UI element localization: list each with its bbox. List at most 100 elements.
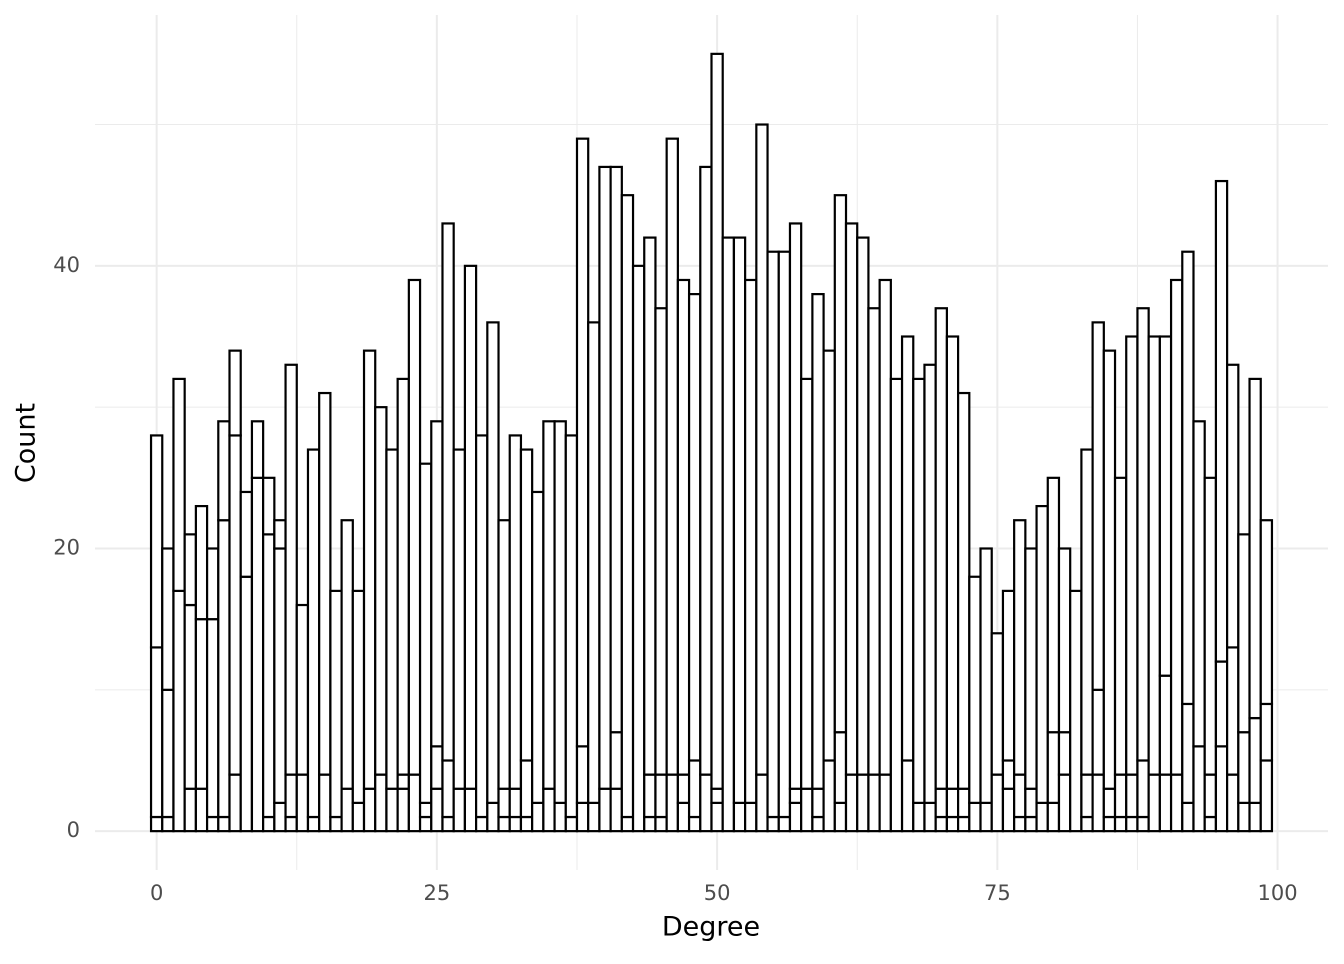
bar-segment [497, 787, 511, 819]
bar-segment [900, 759, 915, 833]
bar-segment [1057, 773, 1072, 833]
bar-segment [452, 448, 467, 790]
bar-segment [430, 787, 444, 833]
bar-segment [945, 815, 960, 833]
bar-segment [519, 448, 534, 762]
bar-segment [1046, 801, 1061, 833]
bar-segment [968, 575, 982, 804]
bar-segment [1181, 250, 1195, 706]
bar-segment [1125, 773, 1139, 819]
bar-segment [1125, 335, 1139, 776]
bar-segment [665, 137, 679, 776]
bar-segment [1248, 716, 1262, 804]
bar-segment [1181, 801, 1195, 833]
bar-segment [1158, 335, 1173, 677]
bar-segment [777, 815, 792, 833]
bar-segment [273, 519, 287, 550]
bar-segment [1169, 278, 1184, 776]
bar-segment [228, 434, 242, 776]
bar-segment [654, 307, 668, 776]
bar-segment [654, 773, 668, 819]
bar-segment [575, 137, 590, 748]
bar-segment [1113, 773, 1128, 819]
bar-segment [463, 787, 478, 833]
bar-segment [844, 222, 859, 776]
bar-segment [531, 490, 545, 804]
y-tick-label: 20 [53, 535, 80, 559]
bar-segment [1125, 815, 1139, 833]
bar-segment [575, 801, 590, 833]
bar-segment [878, 773, 892, 833]
bar-segment [587, 321, 601, 804]
bar-segment [553, 420, 567, 804]
bar-segment [1091, 688, 1105, 776]
bar-segment [553, 801, 567, 833]
bar-segment [710, 52, 724, 790]
bar-segment [1046, 476, 1061, 734]
bar-segment [1001, 759, 1016, 790]
bar-segment [732, 801, 747, 833]
bar-segment [643, 773, 657, 819]
bar-segment [1113, 815, 1128, 833]
bar-segment [788, 222, 803, 790]
bar-segment [1158, 674, 1173, 776]
bar-segment [262, 476, 276, 536]
bar-segment [374, 773, 388, 833]
bar-segment [1259, 759, 1274, 833]
bar-segment [1102, 815, 1117, 833]
bar-segment [800, 377, 814, 790]
bar-segment [183, 533, 197, 607]
bar-segment [475, 815, 489, 833]
bar-segment [452, 787, 467, 833]
bar-segment [1158, 773, 1173, 833]
x-tick-label: 75 [984, 881, 1011, 905]
bar-segment [699, 165, 713, 776]
bar-segment [329, 815, 343, 833]
bar-segment [990, 773, 1005, 833]
bar-segment [1147, 773, 1161, 833]
bar-segment [777, 250, 792, 819]
bar-segment [519, 815, 534, 833]
bar-segment [284, 773, 298, 819]
bar-segment [418, 801, 433, 819]
bar-segment [945, 335, 960, 790]
bar-segment [1013, 815, 1027, 833]
bar-segment [362, 787, 377, 833]
bar-segment [923, 801, 937, 833]
bar-segment [1057, 547, 1072, 734]
bar-segment [755, 773, 769, 833]
bar-segment [1035, 504, 1049, 804]
y-tick-label: 0 [67, 818, 80, 842]
x-tick-label: 100 [1258, 881, 1298, 905]
bar-segment [1080, 448, 1094, 776]
bar-segment [239, 490, 254, 578]
bar-segment [1136, 815, 1150, 833]
bar-segment [1214, 745, 1229, 833]
bar-segment [654, 815, 668, 833]
bar-segment [306, 448, 321, 819]
bar-segment [228, 349, 242, 437]
x-tick-label: 50 [704, 881, 731, 905]
bar-segment [1024, 787, 1038, 819]
bar-segment [844, 773, 859, 833]
bar-segment [598, 787, 612, 833]
bar-segment [1046, 731, 1061, 804]
bar-segment [1057, 731, 1072, 776]
bar-segment [620, 815, 635, 833]
bar-segment [295, 773, 310, 833]
bar-segment [1248, 377, 1262, 720]
bar-segment [1214, 179, 1229, 663]
bar-segment [833, 801, 848, 833]
bar-segment [497, 519, 511, 790]
bar-segment [351, 801, 366, 833]
bar-segment [912, 801, 926, 833]
bar-segment [878, 278, 892, 776]
bar-segment [687, 293, 702, 762]
bar-segment [284, 815, 298, 833]
bar-segment [1024, 547, 1038, 790]
bar-segment [900, 335, 915, 762]
bar-segment [295, 603, 310, 776]
bar-segment [161, 815, 175, 833]
bar-segment [318, 391, 332, 776]
bar-segment [934, 787, 948, 819]
